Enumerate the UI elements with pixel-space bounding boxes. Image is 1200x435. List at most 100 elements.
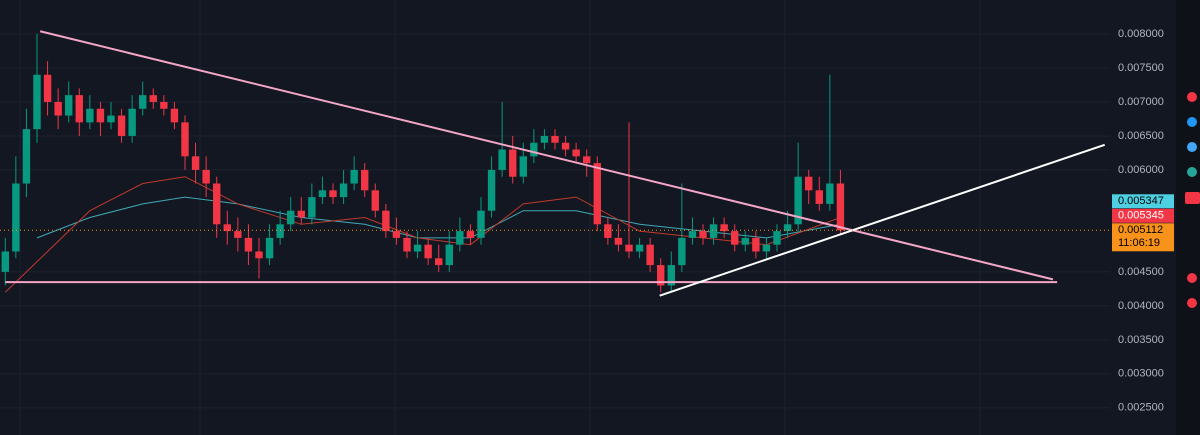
candle-body <box>509 149 517 177</box>
candle-body <box>498 149 506 170</box>
candle-body <box>709 224 718 238</box>
candle-body <box>413 244 422 252</box>
toolbar-icon[interactable] <box>1187 92 1197 102</box>
candle-body <box>815 190 823 204</box>
candle-body <box>731 231 739 245</box>
candle-body <box>107 115 115 123</box>
candle-body <box>191 156 200 170</box>
candle-body <box>223 224 231 232</box>
candle-body <box>604 224 612 238</box>
candle-body <box>308 197 316 218</box>
candle-body <box>583 156 591 164</box>
candle-body <box>128 108 136 136</box>
candle-body <box>139 95 147 109</box>
candle-body <box>371 190 379 211</box>
candle-body <box>361 169 369 191</box>
toolbar-icon[interactable] <box>1187 298 1197 308</box>
trendline <box>659 143 1106 297</box>
candle-body <box>561 142 570 150</box>
candle-body <box>96 108 105 123</box>
candle-body <box>699 231 707 238</box>
candle-body <box>339 183 348 198</box>
candle-body <box>22 129 31 184</box>
price-axis: 0.008000 0.007500 0.007000 0.006500 0.006000… <box>1118 28 1164 414</box>
price-badge <box>1112 208 1174 223</box>
candle-body <box>1 251 9 272</box>
price-badge-label: 0.005345 <box>1118 210 1164 222</box>
y-tick-label: 0.006500 <box>1118 130 1164 142</box>
y-tick-label: 0.006000 <box>1118 164 1164 176</box>
candle-body <box>519 156 527 177</box>
candle-body <box>297 210 305 218</box>
moving-average <box>4 176 841 293</box>
candle-body <box>350 169 358 184</box>
candle-body <box>329 190 337 198</box>
candle-body <box>33 74 41 130</box>
candle-body <box>403 237 411 252</box>
last-price-label: 0.005112 <box>1118 224 1163 236</box>
candle-body <box>54 101 62 116</box>
candle-body <box>625 244 633 252</box>
candle-body <box>826 183 834 204</box>
trendline <box>39 30 1054 281</box>
candle-body <box>117 115 126 136</box>
toolbar[interactable] <box>1176 0 1200 435</box>
toolbar-icon[interactable] <box>1187 273 1197 283</box>
candle-body <box>181 122 189 157</box>
y-tick-label: 0.002500 <box>1118 402 1164 414</box>
y-tick-label: 0.004000 <box>1118 300 1164 312</box>
candles <box>1 33 845 293</box>
countdown-label: 11:06:19 <box>1118 237 1160 249</box>
y-tick-label: 0.007000 <box>1118 96 1164 108</box>
toolbar-icon[interactable] <box>1187 167 1197 177</box>
trendlines <box>5 30 1106 297</box>
candle-body <box>720 224 728 232</box>
candle-body <box>244 237 253 252</box>
candle-body <box>445 244 453 266</box>
toolbar-icon[interactable] <box>1185 192 1200 204</box>
candle-body <box>75 95 83 123</box>
candle-body <box>202 169 210 184</box>
candle-body <box>265 237 274 259</box>
candle-body <box>794 176 802 225</box>
candle-body <box>530 142 538 157</box>
candle-body <box>65 95 73 116</box>
candle-body <box>646 244 654 266</box>
candle-body <box>424 244 432 259</box>
toolbar-icon[interactable] <box>1187 117 1197 127</box>
candle-body <box>318 190 327 198</box>
candle-body <box>593 163 601 225</box>
candle-body <box>382 210 390 232</box>
candle-body <box>752 237 760 252</box>
candle-body <box>160 101 168 109</box>
candle-body <box>805 176 813 191</box>
candle-body <box>435 258 443 266</box>
y-tick-label: 0.008000 <box>1118 28 1164 40</box>
candle-body <box>149 95 157 102</box>
candle-body <box>762 244 771 252</box>
candle-body <box>287 210 295 225</box>
candle-body <box>43 74 52 102</box>
candle-body <box>170 108 179 123</box>
candle-body <box>783 224 792 232</box>
candle-body <box>773 231 781 245</box>
candle-body <box>741 237 749 245</box>
price-badge-label: 0.005347 <box>1118 195 1164 207</box>
candle-body <box>678 237 686 266</box>
candle-body <box>572 149 580 157</box>
last-price-badge <box>1112 223 1174 252</box>
time-grid <box>19 0 981 435</box>
candle-body <box>255 251 263 259</box>
candle-body <box>614 237 623 245</box>
toolbar-icon[interactable] <box>1187 142 1197 152</box>
y-tick-label: 0.003000 <box>1118 368 1164 380</box>
candle-body <box>487 169 496 211</box>
candle-body <box>466 231 475 238</box>
candle-body <box>477 210 485 238</box>
candle-body <box>12 183 20 252</box>
candle-body <box>456 231 464 245</box>
candle-body <box>551 135 559 143</box>
y-tick-label: 0.004500 <box>1118 266 1164 278</box>
